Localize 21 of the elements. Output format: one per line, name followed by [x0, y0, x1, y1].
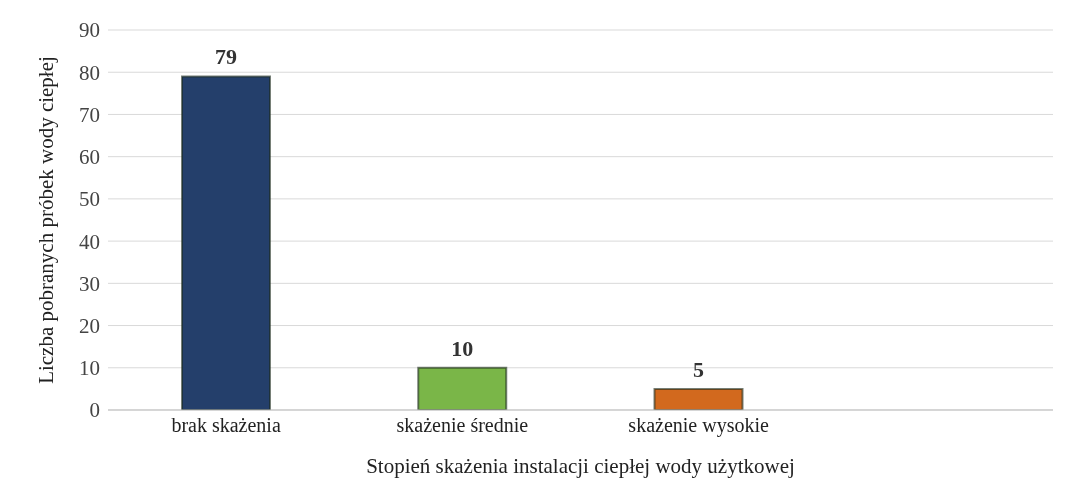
- x-tick-label: skażenie wysokie: [628, 414, 769, 438]
- x-tick-label: skażenie średnie: [396, 414, 529, 437]
- y-tick-label: 20: [79, 314, 100, 339]
- data-label: 5: [693, 356, 704, 382]
- bar: [417, 366, 508, 410]
- data-label: 79: [215, 44, 237, 70]
- y-tick-label: 80: [79, 60, 100, 85]
- data-label: 10: [451, 335, 474, 361]
- y-tick-label: 70: [79, 102, 100, 127]
- bar: [181, 75, 271, 410]
- x-axis-title: Stopień skażenia instalacji ciepłej wody użytkowej: [366, 453, 795, 478]
- y-tick-label: 40: [79, 229, 100, 254]
- y-tick-label: 90: [79, 18, 100, 43]
- y-axis-title: Liczba pobranych próbek wody ciepłej: [34, 56, 59, 384]
- x-tick-label: brak skażenia: [171, 414, 281, 437]
- y-tick-label: 30: [79, 271, 100, 296]
- y-tick-label: 10: [79, 356, 100, 381]
- bar: [653, 387, 744, 410]
- y-tick-label: 60: [79, 145, 100, 170]
- y-tick-label: 50: [79, 187, 100, 212]
- y-tick-label: 0: [89, 398, 100, 423]
